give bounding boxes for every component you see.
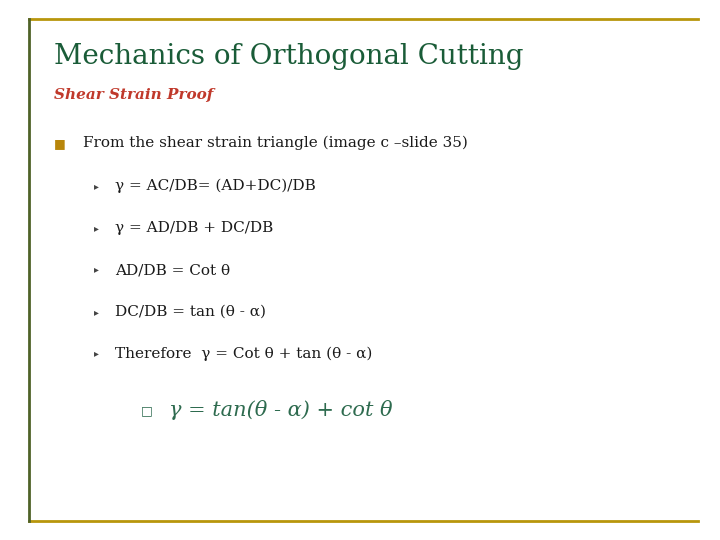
Text: γ = AD/DB + DC/DB: γ = AD/DB + DC/DB	[115, 221, 274, 235]
Text: ▸: ▸	[94, 224, 99, 233]
Text: AD/DB = Cot θ: AD/DB = Cot θ	[115, 263, 230, 277]
Text: □: □	[140, 404, 152, 417]
Text: ▸: ▸	[94, 266, 99, 274]
Text: γ = tan(θ - α) + cot θ: γ = tan(θ - α) + cot θ	[169, 400, 393, 421]
Text: Shear Strain Proof: Shear Strain Proof	[54, 87, 213, 102]
Text: ▸: ▸	[94, 182, 99, 191]
Text: ▸: ▸	[94, 349, 99, 358]
Text: Mechanics of Orthogonal Cutting: Mechanics of Orthogonal Cutting	[54, 43, 523, 70]
Text: Therefore  γ = Cot θ + tan (θ - α): Therefore γ = Cot θ + tan (θ - α)	[115, 347, 372, 361]
Text: ▸: ▸	[94, 308, 99, 316]
Text: DC/DB = tan (θ - α): DC/DB = tan (θ - α)	[115, 305, 266, 319]
Text: ■: ■	[54, 137, 66, 150]
Text: γ = AC/DB= (AD+DC)/DB: γ = AC/DB= (AD+DC)/DB	[115, 179, 316, 193]
Text: From the shear strain triangle (image c –slide 35): From the shear strain triangle (image c …	[83, 136, 468, 150]
